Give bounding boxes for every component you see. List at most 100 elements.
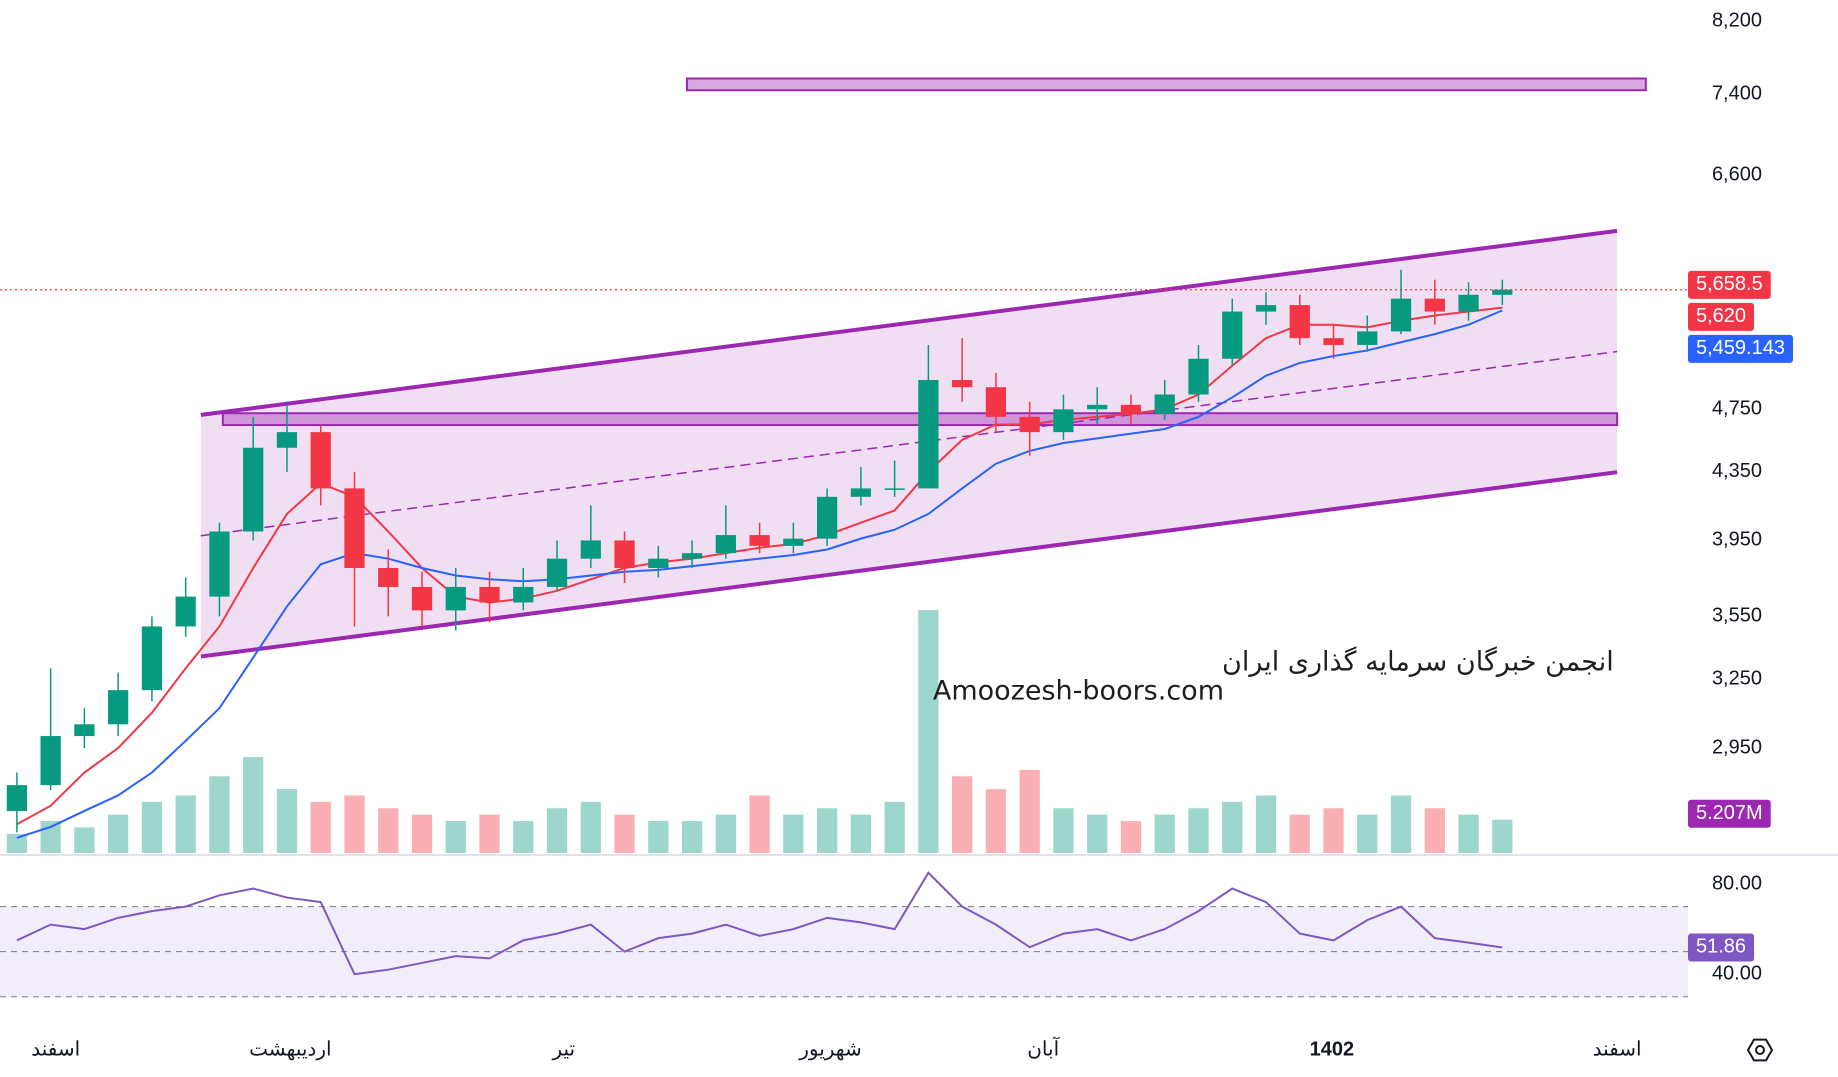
candle-body xyxy=(513,586,534,603)
y-tick-label: 7,400 xyxy=(1712,82,1762,104)
volume-bar xyxy=(1053,808,1074,853)
candle-body xyxy=(108,690,129,725)
volume-bar xyxy=(952,776,973,853)
volume-bar xyxy=(580,801,601,853)
channel-fill xyxy=(200,230,1618,657)
candle-body xyxy=(479,586,500,603)
volume-label-bg xyxy=(1688,799,1771,828)
x-tick-label: آبان xyxy=(1027,1036,1060,1060)
candle-body xyxy=(1053,409,1074,433)
price-label-text: 5,459.143 xyxy=(1696,337,1785,359)
price-label-bg xyxy=(1688,334,1793,363)
candle-body xyxy=(1323,338,1344,345)
price-label-text: 5,620 xyxy=(1696,305,1746,327)
volume-bar xyxy=(985,789,1007,853)
y-tick-label: 40.00 xyxy=(1712,962,1762,984)
volume-bar xyxy=(445,821,466,853)
candle-body xyxy=(1154,394,1175,414)
candle-body xyxy=(850,488,872,497)
candle-body xyxy=(681,553,703,559)
x-tick-label: شهریور xyxy=(798,1038,862,1060)
candle-body xyxy=(411,586,433,611)
volume-bar xyxy=(378,808,399,853)
volume-bar xyxy=(141,801,163,853)
volume-bar xyxy=(243,757,264,853)
candle-body xyxy=(546,558,568,587)
candle-body xyxy=(952,379,973,388)
candle-body xyxy=(1357,331,1378,345)
price-label: 5,620 xyxy=(1688,302,1755,331)
price-label-text: 5,658.5 xyxy=(1696,273,1763,295)
y-tick-label: 4,750 xyxy=(1712,398,1762,420)
candle-body xyxy=(74,724,95,737)
volume-bar xyxy=(1424,808,1445,853)
moving-average xyxy=(16,309,1503,839)
volume-bar xyxy=(1390,795,1412,853)
volume-bar xyxy=(276,789,298,853)
volume-bar xyxy=(344,795,365,853)
candle-body xyxy=(276,432,298,448)
x-tick-label: اسفند xyxy=(31,1038,80,1060)
volume-bar xyxy=(411,814,433,853)
volume-bar xyxy=(40,821,61,853)
settings-icon[interactable] xyxy=(1746,1038,1774,1062)
channel-lower xyxy=(200,470,1618,659)
candle-body xyxy=(648,558,669,568)
volume-bar xyxy=(6,833,28,853)
settings-circle[interactable] xyxy=(1755,1045,1765,1055)
volume-bar xyxy=(749,795,770,853)
volume-bar xyxy=(614,814,635,853)
candle-body xyxy=(884,488,905,490)
y-tick-label: 6,600 xyxy=(1712,164,1762,186)
volume-bar xyxy=(209,776,230,853)
candle-body xyxy=(1255,305,1277,312)
candle-body xyxy=(1019,416,1040,433)
volume-bar xyxy=(546,808,568,853)
volume-bar xyxy=(1357,814,1378,853)
volume-bar xyxy=(479,814,500,853)
candle-body xyxy=(614,540,635,568)
settings-hexagon[interactable] xyxy=(1746,1038,1774,1062)
y-tick-label: 8,200 xyxy=(1712,9,1762,31)
volume-bar xyxy=(310,801,331,853)
channel-upper xyxy=(200,228,1618,417)
y-tick-label: 3,950 xyxy=(1712,529,1762,551)
volume-bar xyxy=(1458,814,1479,853)
candle-body xyxy=(209,531,230,597)
candle-body xyxy=(1492,289,1513,295)
rsi-label: 51.86 xyxy=(1688,933,1755,962)
y-tick-label: 3,250 xyxy=(1712,667,1762,689)
price-zone xyxy=(686,77,1647,92)
candle-body xyxy=(344,488,365,568)
volume-bar xyxy=(1323,808,1344,853)
rsi-label-bg xyxy=(1688,933,1755,962)
x-tick-label: اسفند xyxy=(1593,1038,1642,1060)
channel-middle xyxy=(200,350,1618,537)
volume-bar xyxy=(816,808,838,853)
candle-body xyxy=(1222,311,1243,359)
candle-body xyxy=(1188,358,1209,395)
volume-bar xyxy=(681,821,703,853)
volume-bar xyxy=(1289,814,1310,853)
volume-bar xyxy=(1492,819,1513,853)
y-tick-label: 4,350 xyxy=(1712,460,1762,482)
candle-body xyxy=(40,736,61,786)
candle-body xyxy=(918,379,939,489)
volume-label: 5.207M xyxy=(1688,799,1771,828)
candle-body xyxy=(310,432,331,489)
candle-body xyxy=(378,567,399,587)
candle-body xyxy=(783,538,804,546)
price-label: 5,459.143 xyxy=(1688,334,1793,363)
watermark-text: انجمن خبرگان سرمایه گذاری ایران xyxy=(1222,646,1614,678)
y-tick-label: 2,950 xyxy=(1712,736,1762,758)
volume-bar xyxy=(513,821,534,853)
price-label-bg xyxy=(1688,302,1755,331)
volume-bar xyxy=(108,814,129,853)
volume-bar xyxy=(1120,821,1142,853)
volume-bar xyxy=(1188,808,1209,853)
candle-body xyxy=(141,626,163,691)
volume-bar xyxy=(850,814,872,853)
volume-bar xyxy=(783,814,804,853)
candle-body xyxy=(749,535,770,546)
